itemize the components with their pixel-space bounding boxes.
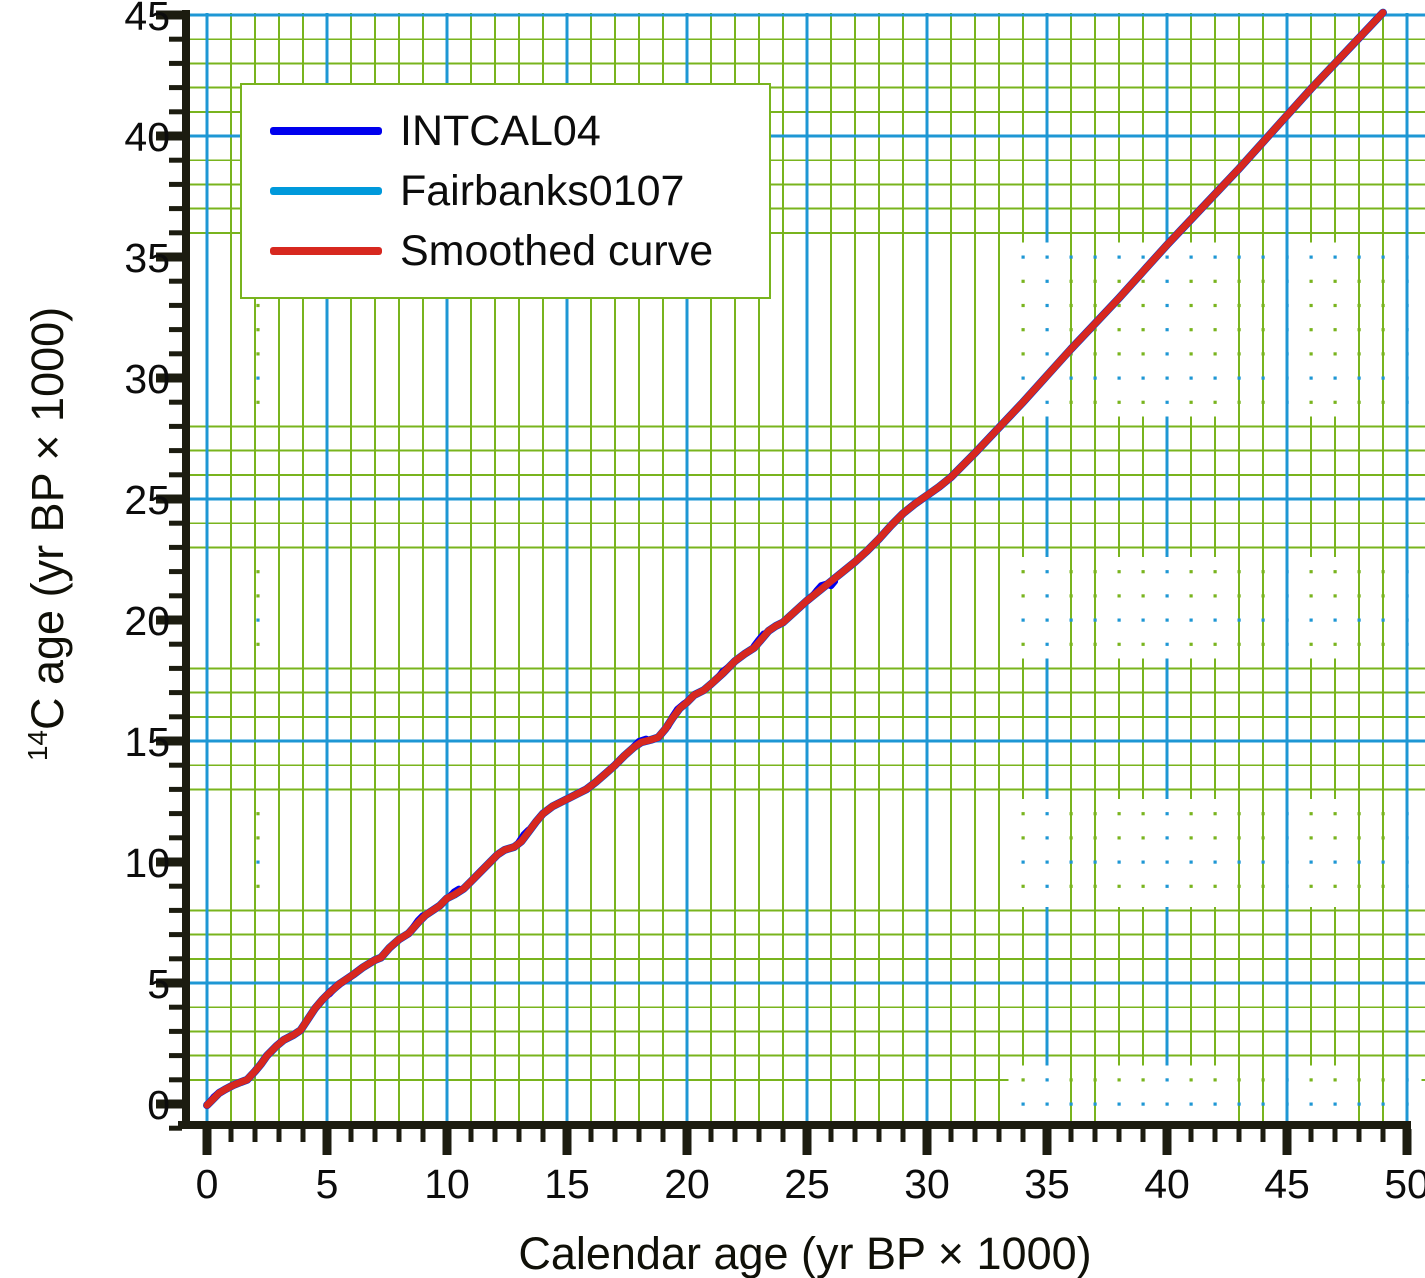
y-tick-label: 20 <box>124 598 170 644</box>
legend-item-smoothed-curve: Smoothed curve <box>242 221 769 281</box>
intcal04-line-swatch <box>270 127 382 135</box>
y-tick-label: 35 <box>124 235 170 281</box>
y-axis-title-main: C age (yr BP × 1000) <box>22 306 73 730</box>
legend-item-intcal04: INTCAL04 <box>242 101 769 161</box>
x-tick-label: 5 <box>316 1161 339 1207</box>
x-tick-label: 0 <box>196 1161 219 1207</box>
x-tick-label: 45 <box>1264 1161 1310 1207</box>
legend-label-intcal04: INTCAL04 <box>400 106 601 155</box>
x-axis-title: Calendar age (yr BP × 1000) <box>518 1228 1092 1278</box>
x-tick-label: 50 <box>1384 1161 1425 1207</box>
data-curves <box>203 8 1387 1110</box>
x-tick-label: 35 <box>1024 1161 1070 1207</box>
y-tick-label: 10 <box>124 840 170 886</box>
legend-item-fairbanks0107: Fairbanks0107 <box>242 161 769 221</box>
y-tick-label: 40 <box>124 114 170 160</box>
y-tick-label: 5 <box>147 961 170 1007</box>
axis-spines-and-ticks <box>156 10 1412 1155</box>
smoothed-curve <box>203 9 1387 1109</box>
x-tick-label: 10 <box>424 1161 470 1207</box>
fairbanks0107-line-swatch <box>270 187 382 195</box>
y-axis-title-superscript: 14 <box>22 730 53 762</box>
y-tick-label: 45 <box>124 0 170 39</box>
smoothed-curve-line-swatch <box>270 247 382 255</box>
x-tick-label: 25 <box>784 1161 830 1207</box>
y-tick-label: 30 <box>124 356 170 402</box>
y-tick-label: 15 <box>124 719 170 765</box>
x-tick-label: 30 <box>904 1161 950 1207</box>
y-tick-label: 0 <box>147 1082 170 1128</box>
legend-label-smoothed-curve: Smoothed curve <box>400 226 714 275</box>
y-axis-title: 14C age (yr BP × 1000) <box>22 254 74 814</box>
y-tick-label: 25 <box>124 477 170 523</box>
grid-major-lines <box>190 13 1425 1121</box>
x-tick-label: 40 <box>1144 1161 1190 1207</box>
grid-moire-dots <box>256 255 1409 1106</box>
legend-label-fairbanks0107: Fairbanks0107 <box>400 166 685 215</box>
x-tick-label: 15 <box>544 1161 590 1207</box>
x-tick-label: 20 <box>664 1161 710 1207</box>
legend-box: INTCAL04 Fairbanks0107 Smoothed curve <box>240 83 771 299</box>
tick-labels: 0 5 10 15 20 25 30 35 40 45 0 5 10 15 20 25 30 35 40 45 50 <box>124 0 1425 1207</box>
